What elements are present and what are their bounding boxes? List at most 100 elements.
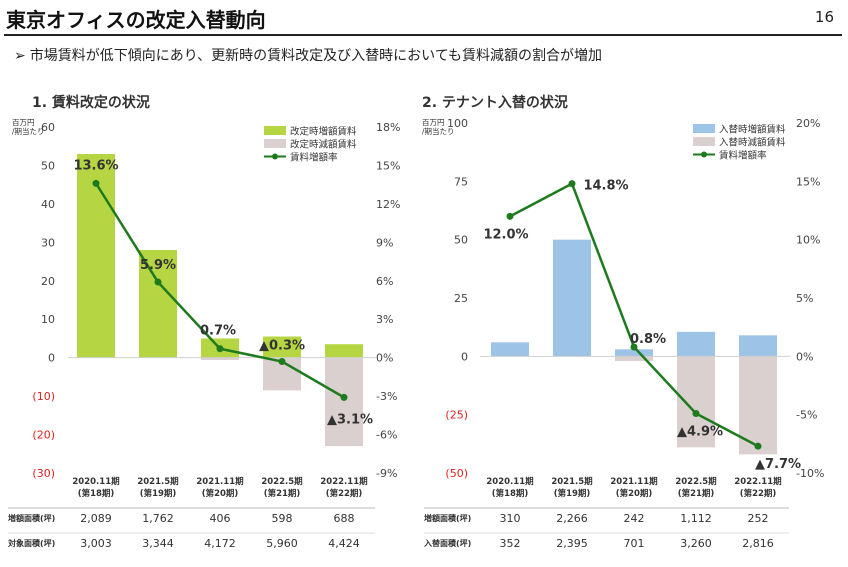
chart2-y2-tick-label: 15% (796, 175, 820, 188)
chart2-table-cell: 2,266 (556, 512, 588, 525)
chart1-rate-point (216, 345, 224, 353)
chart2-table-cell: 1,112 (680, 512, 712, 525)
chart2-table-row-label: 入替面積(坪) (423, 538, 471, 548)
chart1-bar-increase (325, 344, 363, 358)
chart1-y-tick-label: 20 (41, 275, 55, 288)
chart1-y-tick-label: (10) (32, 390, 55, 403)
chart1-y2-tick-label: 6% (376, 275, 393, 288)
chart2-rate-point (506, 212, 514, 220)
chart1-rate-label: ▲0.3% (259, 339, 305, 354)
chart1-bar-decrease (325, 357, 363, 447)
chart1-y-tick-label: 40 (41, 198, 55, 211)
chart1-table-cell: 406 (210, 512, 231, 525)
chart2-category-label: 2021.11期 (610, 476, 658, 487)
chart2-rate-point (630, 343, 638, 351)
chart1-y-tick-label: 30 (41, 236, 55, 249)
chart1-legend-label: 改定時減額賃料 (290, 139, 357, 151)
chart2-y-tick-label: 50 (454, 234, 468, 247)
chart2-y-tick-label: (50) (445, 467, 468, 480)
chart1-y2-tick-label: -6% (376, 429, 397, 442)
chart1-table-cell: 4,424 (328, 537, 360, 550)
chart2-legend-label: 入替時減額賃料 (719, 137, 786, 149)
chart2-bar-decrease (615, 356, 653, 361)
chart1-title: 1. 賃料改定の状況 (32, 94, 150, 111)
chart2-table-cell: 2,816 (742, 537, 774, 550)
chart1-rate-label: 5.9% (140, 258, 176, 273)
chart2-unit-label: 百万円 (422, 118, 445, 127)
chart2-category-label: (第22期) (740, 488, 777, 499)
chart2-table-cell: 310 (500, 512, 521, 525)
chart2-category-label: 2020.11期 (486, 476, 534, 487)
chart1-category-label: (第18期) (78, 488, 115, 499)
chart2-rate-point (754, 442, 762, 450)
chart2-unit-label: /期当たり (422, 126, 455, 136)
chart2-legend-label: 入替時増額賃料 (719, 124, 786, 136)
chart1-rate-point (92, 179, 100, 187)
chart1-y2-tick-label: 18% (376, 121, 400, 134)
chart1-y-tick-label: (20) (32, 429, 55, 442)
chart1-bar-increase (77, 153, 115, 358)
chart1-y-tick-label: 60 (41, 121, 55, 134)
chart2-y-tick-label: 25 (454, 292, 468, 305)
chart1-table-cell: 4,172 (204, 537, 236, 550)
chart2-y2-tick-label: 20% (796, 117, 820, 130)
chart1-y2-tick-label: 0% (376, 352, 393, 365)
summary-text: 市場賃料が低下傾向にあり、更新時の賃料改定及び入替時においても賃料減額の割合が増… (29, 48, 603, 64)
chart1-y2-tick-label: 9% (376, 236, 393, 249)
chart1-rate-label: 0.7% (200, 324, 236, 339)
chart2-category-label: (第20期) (616, 488, 653, 499)
bullet-arrow-icon: ➢ (14, 48, 26, 64)
chart1-y-tick-label: 50 (41, 159, 55, 172)
page-title: 東京オフィスの改定入替動向 (6, 8, 266, 32)
chart2-category-label: 2022.5期 (675, 476, 717, 487)
chart2-legend-swatch (693, 124, 715, 133)
chart1-y-tick-label: 10 (41, 313, 55, 326)
chart1-bar-increase (139, 250, 177, 358)
chart1-table-cell: 688 (334, 512, 355, 525)
chart2-title: 2. テナント入替の状況 (422, 94, 568, 111)
chart2-rate-label: 14.8% (583, 179, 628, 194)
chart2-bar-increase (491, 342, 529, 357)
chart2-y2-tick-label: -10% (796, 467, 824, 480)
chart2-table-cell: 352 (500, 537, 521, 550)
chart1-category-label: (第22期) (326, 488, 363, 499)
chart1-y2-tick-label: 12% (376, 198, 400, 211)
chart2-rate-line (509, 181, 759, 448)
chart1-category-label: 2020.11期 (72, 476, 120, 487)
chart2-category-label: 2021.5期 (551, 476, 593, 487)
chart2-y2-tick-label: 10% (796, 234, 820, 247)
chart1-category-label: (第21期) (264, 488, 301, 499)
chart2-table-row-label: 増額面積(坪) (424, 513, 471, 523)
chart1-bar-increase (263, 336, 301, 358)
chart2-y2-tick-label: 0% (796, 350, 813, 363)
chart1-y2-tick-label: 15% (376, 159, 400, 172)
chart1-category-label: 2021.11期 (196, 476, 244, 487)
chart1-category-label: 2021.5期 (137, 476, 179, 487)
chart2-category-label: (第19期) (554, 488, 591, 499)
chart2-bar-increase (739, 335, 777, 357)
chart1-unit-label: /期当たり (12, 126, 45, 136)
chart1-y2-tick-label: 3% (376, 313, 393, 326)
chart2-y-tick-label: 0 (461, 350, 468, 363)
chart1-rate-point (340, 393, 348, 401)
chart1-legend-label: 賃料増額率 (290, 152, 338, 164)
chart2-y-tick-label: (25) (445, 409, 468, 422)
chart2-bar-increase (553, 239, 591, 357)
chart2-rate-label: ▲7.7% (755, 457, 801, 472)
chart2-table-cell: 252 (748, 512, 769, 525)
chart1-rate-label: ▲3.1% (327, 412, 373, 427)
chart2-table-cell: 2,395 (556, 537, 588, 550)
chart1-category-label: (第20期) (202, 488, 239, 499)
chart2-y2-tick-label: 5% (796, 292, 813, 305)
chart2-bar-increase (615, 349, 653, 357)
chart1-bar-decrease (201, 357, 239, 360)
chart2-y-tick-label: 75 (454, 175, 468, 188)
chart2-legend-line-marker (701, 151, 707, 158)
chart1-legend-swatch (264, 139, 286, 148)
chart2-table-cell: 701 (624, 537, 645, 550)
chart2-legend-label: 賃料増額率 (719, 150, 767, 162)
chart1-table-cell: 1,762 (142, 512, 174, 525)
chart1-y2-tick-label: -3% (376, 390, 397, 403)
chart1-category-label: 2022.11期 (320, 476, 368, 487)
